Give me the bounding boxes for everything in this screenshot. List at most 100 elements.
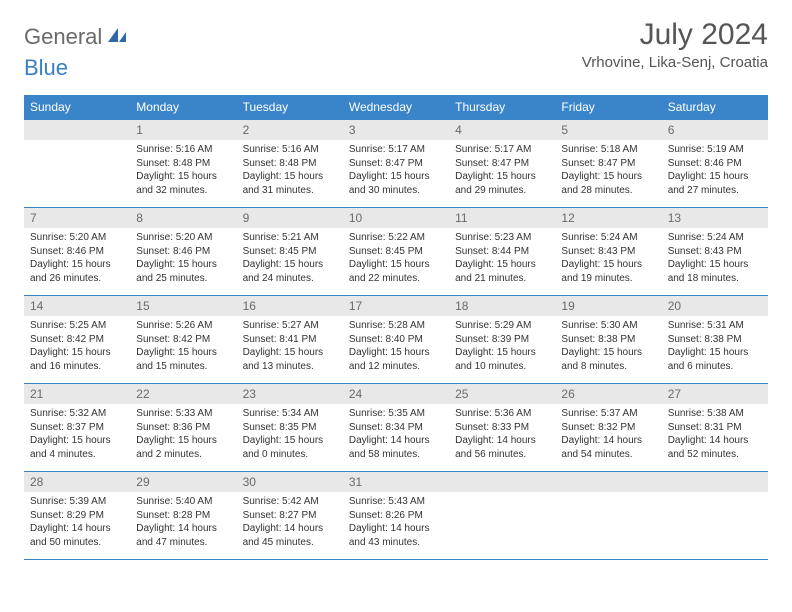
sunset-text: Sunset: 8:36 PM: [136, 421, 230, 435]
brand-part1: General: [24, 24, 102, 50]
sunset-text: Sunset: 8:27 PM: [243, 509, 337, 523]
day-details: Sunrise: 5:21 AMSunset: 8:45 PMDaylight:…: [237, 228, 343, 289]
calendar-week-row: 1Sunrise: 5:16 AMSunset: 8:48 PMDaylight…: [24, 120, 768, 208]
calendar-week-row: 14Sunrise: 5:25 AMSunset: 8:42 PMDayligh…: [24, 296, 768, 384]
sunrise-text: Sunrise: 5:20 AM: [136, 231, 230, 245]
sunrise-text: Sunrise: 5:24 AM: [668, 231, 762, 245]
day-number: [449, 472, 555, 492]
sunset-text: Sunset: 8:33 PM: [455, 421, 549, 435]
sunrise-text: Sunrise: 5:17 AM: [349, 143, 443, 157]
sunset-text: Sunset: 8:39 PM: [455, 333, 549, 347]
day-number: 27: [662, 384, 768, 404]
daylight-text: Daylight: 15 hours and 15 minutes.: [136, 346, 230, 373]
sunrise-text: Sunrise: 5:40 AM: [136, 495, 230, 509]
col-friday: Friday: [555, 95, 661, 120]
daylight-text: Daylight: 15 hours and 4 minutes.: [30, 434, 124, 461]
calendar-cell: 31Sunrise: 5:43 AMSunset: 8:26 PMDayligh…: [343, 472, 449, 560]
day-details: Sunrise: 5:26 AMSunset: 8:42 PMDaylight:…: [130, 316, 236, 377]
sunrise-text: Sunrise: 5:23 AM: [455, 231, 549, 245]
calendar-cell: 17Sunrise: 5:28 AMSunset: 8:40 PMDayligh…: [343, 296, 449, 384]
day-details: Sunrise: 5:40 AMSunset: 8:28 PMDaylight:…: [130, 492, 236, 553]
calendar-cell: 4Sunrise: 5:17 AMSunset: 8:47 PMDaylight…: [449, 120, 555, 208]
sunrise-text: Sunrise: 5:36 AM: [455, 407, 549, 421]
sunset-text: Sunset: 8:44 PM: [455, 245, 549, 259]
sunset-text: Sunset: 8:29 PM: [30, 509, 124, 523]
daylight-text: Daylight: 15 hours and 28 minutes.: [561, 170, 655, 197]
title-block: July 2024 Vrhovine, Lika-Senj, Croatia: [582, 18, 768, 71]
sunset-text: Sunset: 8:42 PM: [136, 333, 230, 347]
calendar-cell: [662, 472, 768, 560]
calendar-cell: 18Sunrise: 5:29 AMSunset: 8:39 PMDayligh…: [449, 296, 555, 384]
daylight-text: Daylight: 15 hours and 12 minutes.: [349, 346, 443, 373]
day-number: [555, 472, 661, 492]
day-details: Sunrise: 5:24 AMSunset: 8:43 PMDaylight:…: [555, 228, 661, 289]
day-details: Sunrise: 5:25 AMSunset: 8:42 PMDaylight:…: [24, 316, 130, 377]
daylight-text: Daylight: 15 hours and 31 minutes.: [243, 170, 337, 197]
day-number: 4: [449, 120, 555, 140]
sunset-text: Sunset: 8:46 PM: [136, 245, 230, 259]
calendar-cell: 29Sunrise: 5:40 AMSunset: 8:28 PMDayligh…: [130, 472, 236, 560]
day-number: 21: [24, 384, 130, 404]
brand-logo: General: [24, 18, 130, 50]
day-number: 29: [130, 472, 236, 492]
daylight-text: Daylight: 14 hours and 52 minutes.: [668, 434, 762, 461]
day-details: Sunrise: 5:30 AMSunset: 8:38 PMDaylight:…: [555, 316, 661, 377]
day-details: Sunrise: 5:18 AMSunset: 8:47 PMDaylight:…: [555, 140, 661, 201]
day-number: 7: [24, 208, 130, 228]
calendar-cell: [449, 472, 555, 560]
sunrise-text: Sunrise: 5:25 AM: [30, 319, 124, 333]
sunset-text: Sunset: 8:45 PM: [349, 245, 443, 259]
day-number: 28: [24, 472, 130, 492]
day-number: 17: [343, 296, 449, 316]
day-details: Sunrise: 5:19 AMSunset: 8:46 PMDaylight:…: [662, 140, 768, 201]
day-details: Sunrise: 5:17 AMSunset: 8:47 PMDaylight:…: [343, 140, 449, 201]
day-details: Sunrise: 5:20 AMSunset: 8:46 PMDaylight:…: [130, 228, 236, 289]
sunrise-text: Sunrise: 5:42 AM: [243, 495, 337, 509]
calendar-cell: 19Sunrise: 5:30 AMSunset: 8:38 PMDayligh…: [555, 296, 661, 384]
daylight-text: Daylight: 15 hours and 30 minutes.: [349, 170, 443, 197]
day-number: 16: [237, 296, 343, 316]
col-saturday: Saturday: [662, 95, 768, 120]
day-details: Sunrise: 5:33 AMSunset: 8:36 PMDaylight:…: [130, 404, 236, 465]
day-details: Sunrise: 5:22 AMSunset: 8:45 PMDaylight:…: [343, 228, 449, 289]
calendar-cell: 10Sunrise: 5:22 AMSunset: 8:45 PMDayligh…: [343, 208, 449, 296]
day-details: Sunrise: 5:31 AMSunset: 8:38 PMDaylight:…: [662, 316, 768, 377]
sunrise-text: Sunrise: 5:31 AM: [668, 319, 762, 333]
daylight-text: Daylight: 14 hours and 43 minutes.: [349, 522, 443, 549]
calendar-cell: 11Sunrise: 5:23 AMSunset: 8:44 PMDayligh…: [449, 208, 555, 296]
sunset-text: Sunset: 8:46 PM: [668, 157, 762, 171]
day-number: 22: [130, 384, 236, 404]
day-number: 8: [130, 208, 236, 228]
weekday-header-row: Sunday Monday Tuesday Wednesday Thursday…: [24, 95, 768, 120]
daylight-text: Daylight: 15 hours and 13 minutes.: [243, 346, 337, 373]
day-details: Sunrise: 5:32 AMSunset: 8:37 PMDaylight:…: [24, 404, 130, 465]
sunset-text: Sunset: 8:42 PM: [30, 333, 124, 347]
sunrise-text: Sunrise: 5:30 AM: [561, 319, 655, 333]
day-details: Sunrise: 5:38 AMSunset: 8:31 PMDaylight:…: [662, 404, 768, 465]
day-number: 1: [130, 120, 236, 140]
sunset-text: Sunset: 8:41 PM: [243, 333, 337, 347]
daylight-text: Daylight: 14 hours and 54 minutes.: [561, 434, 655, 461]
day-number: 11: [449, 208, 555, 228]
sunrise-text: Sunrise: 5:35 AM: [349, 407, 443, 421]
sunset-text: Sunset: 8:48 PM: [136, 157, 230, 171]
daylight-text: Daylight: 15 hours and 2 minutes.: [136, 434, 230, 461]
day-details: Sunrise: 5:17 AMSunset: 8:47 PMDaylight:…: [449, 140, 555, 201]
day-number: 3: [343, 120, 449, 140]
calendar-cell: 30Sunrise: 5:42 AMSunset: 8:27 PMDayligh…: [237, 472, 343, 560]
location: Vrhovine, Lika-Senj, Croatia: [582, 54, 768, 71]
sunrise-text: Sunrise: 5:38 AM: [668, 407, 762, 421]
sunset-text: Sunset: 8:28 PM: [136, 509, 230, 523]
sunrise-text: Sunrise: 5:16 AM: [136, 143, 230, 157]
day-number: 24: [343, 384, 449, 404]
calendar-cell: 3Sunrise: 5:17 AMSunset: 8:47 PMDaylight…: [343, 120, 449, 208]
day-number: 13: [662, 208, 768, 228]
brand-part2: Blue: [24, 55, 68, 81]
calendar-cell: [555, 472, 661, 560]
calendar-cell: 24Sunrise: 5:35 AMSunset: 8:34 PMDayligh…: [343, 384, 449, 472]
calendar-cell: 21Sunrise: 5:32 AMSunset: 8:37 PMDayligh…: [24, 384, 130, 472]
daylight-text: Daylight: 14 hours and 50 minutes.: [30, 522, 124, 549]
calendar-table: Sunday Monday Tuesday Wednesday Thursday…: [24, 95, 768, 560]
daylight-text: Daylight: 15 hours and 32 minutes.: [136, 170, 230, 197]
calendar-cell: 12Sunrise: 5:24 AMSunset: 8:43 PMDayligh…: [555, 208, 661, 296]
